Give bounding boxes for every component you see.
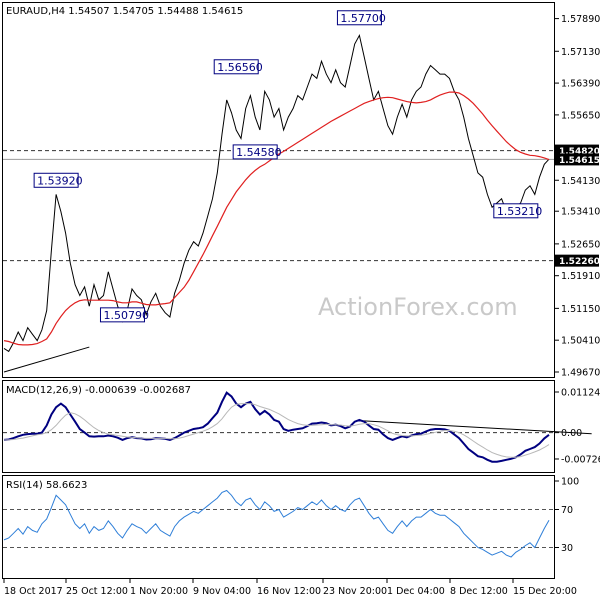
price-annotations: 1.53920 1.50790 1.56560 1.54580 1.57700 1.532…: [33, 10, 542, 323]
rsi-tick-label: 70: [561, 505, 573, 516]
price-annotation: 1.50790: [103, 309, 149, 322]
x-tick-label: 25 Oct 12:00: [66, 586, 128, 597]
price-axis: 1.57890 1.57130 1.56390 1.55650 1.548201.546…: [555, 14, 600, 379]
support-trendline: [3, 346, 90, 373]
macd-line: [3, 391, 550, 463]
price-level-label: 1.52260: [559, 257, 600, 267]
price-annotation: 1.57700: [340, 12, 386, 25]
price-tick-label: 1.54130: [561, 176, 600, 187]
price-levels: [3, 150, 554, 373]
price-level-badge: [555, 153, 599, 166]
price-annotation: 1.53210: [497, 205, 542, 218]
price-annotation-box: [232, 144, 278, 160]
price-annotation: 1.56560: [217, 61, 263, 74]
price-tick-label: 1.51910: [561, 271, 600, 282]
x-axis: 18 Oct 2017 25 Oct 12:00 1 Nov 20:00 9 Nov …: [3, 578, 577, 597]
macd-axis: 0.011247 0.00 -0.007263: [555, 388, 600, 465]
x-tick-label: 1 Dec 04:00: [387, 586, 445, 597]
x-tick-label: 23 Nov 20:00: [323, 586, 387, 597]
macd-trendline: [359, 420, 592, 435]
macd-tick-label: -0.007263: [561, 454, 600, 465]
rsi-tick-label: 100: [561, 477, 579, 488]
price-tick-label: 1.52650: [561, 239, 600, 250]
price-tick-label: 1.57890: [561, 14, 600, 25]
price-annotation-box: [336, 10, 382, 26]
price-tick-label: 1.50410: [561, 336, 600, 347]
macd-tick-label: 0.00: [561, 428, 582, 439]
price-level-label: 1.54615: [559, 156, 600, 166]
price-level-badge: [555, 254, 599, 267]
price-tick-label: 1.53410: [561, 207, 600, 218]
macd-title: MACD(12,26,9) -0.000639 -0.002687: [6, 385, 191, 396]
macd-signal-line: [4, 403, 550, 458]
watermark: ActionForex.com: [318, 293, 518, 321]
price-annotation: 1.54580: [236, 146, 282, 159]
price-annotation-box: [213, 59, 259, 75]
rsi-axis: 100 70 30: [555, 477, 579, 554]
rsi-line: [3, 489, 550, 558]
x-tick-label: 9 Nov 04:00: [193, 586, 251, 597]
price-tick-label: 1.56390: [561, 79, 600, 90]
x-tick-label: 1 Nov 20:00: [130, 586, 188, 597]
macd-layer: [3, 391, 592, 463]
x-tick-label: 15 Dec 20:00: [513, 586, 577, 597]
price-tick-label: 1.51150: [561, 304, 600, 315]
price-tick-label: 1.49670: [561, 368, 600, 379]
rsi-tick-label: 30: [561, 543, 573, 554]
price-annotation-box: [493, 203, 539, 219]
price-level-label: 1.54820: [559, 147, 600, 157]
price-annotation-box: [33, 172, 79, 188]
price-panel-frame: [2, 2, 555, 378]
price-annotation-box: [99, 307, 145, 323]
price-annotation: 1.53920: [37, 174, 82, 187]
price-tick-label: 1.57130: [561, 47, 600, 58]
price-line: [3, 33, 550, 353]
rsi-layer: [3, 489, 554, 558]
x-tick-label: 16 Nov 12:00: [257, 586, 321, 597]
x-tick-label: 18 Oct 2017: [4, 586, 63, 597]
price-chart-title: EURAUD,H4 1.54507 1.54705 1.54488 1.5461…: [6, 6, 243, 17]
macd-tick-label: 0.011247: [561, 388, 600, 399]
rsi-title: RSI(14) 58.6623: [6, 480, 87, 491]
price-tick-label: 1.55650: [561, 110, 600, 121]
x-tick-label: 8 Dec 12:00: [450, 586, 508, 597]
